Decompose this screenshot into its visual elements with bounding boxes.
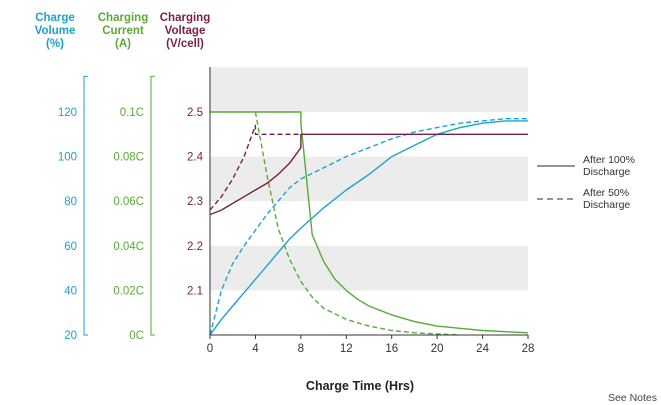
x-tick-label: 16 xyxy=(385,343,398,355)
voltage-tick-label: 2.2 xyxy=(187,241,203,253)
legend-label: Discharge xyxy=(583,199,630,211)
volume-axis-line xyxy=(83,75,88,336)
current-tick-label: 0C xyxy=(129,330,144,342)
current-tick-label: 0.04C xyxy=(113,241,144,253)
grid-band xyxy=(210,156,528,202)
volume-axis-header: Volume xyxy=(35,25,76,37)
x-tick-label: 8 xyxy=(298,343,304,355)
series-voltage-50pct xyxy=(209,124,301,211)
x-axis: 0 4 8 12 16 20 24 28 xyxy=(207,335,535,355)
current-axis-header: Current xyxy=(102,25,144,37)
voltage-tick-label: 2.3 xyxy=(187,196,203,208)
series-layer xyxy=(209,111,529,336)
series-current-50pct xyxy=(254,111,460,336)
grid-band xyxy=(210,67,528,112)
current-axis-header: (A) xyxy=(115,38,131,50)
see-notes-text: See Notes xyxy=(608,392,657,404)
volume-tick-label: 80 xyxy=(64,196,77,208)
series-voltage-100pct xyxy=(209,133,528,216)
volume-tick-label: 40 xyxy=(64,285,77,297)
x-tick-label: 24 xyxy=(476,343,489,355)
x-tick-label: 28 xyxy=(522,343,535,355)
volume-axis-header: (%) xyxy=(46,38,64,50)
volume-tick-label: 100 xyxy=(58,152,77,164)
legend-label: Discharge xyxy=(583,166,630,178)
current-tick-label: 0.1C xyxy=(120,107,144,119)
y-axes: ChargeVolume(%)20406080100120ChargingCur… xyxy=(35,12,211,342)
voltage-tick-label: 2.1 xyxy=(187,285,203,297)
voltage-tick-label: 2.4 xyxy=(187,152,204,164)
x-tick-label: 0 xyxy=(207,343,213,355)
current-tick-label: 0.06C xyxy=(113,196,144,208)
plot-frame xyxy=(209,67,528,336)
volume-tick-label: 120 xyxy=(58,107,77,119)
x-tick-label: 4 xyxy=(252,343,259,355)
volume-tick-label: 60 xyxy=(64,241,77,253)
plot-bands xyxy=(210,67,528,335)
series-volume-100pct xyxy=(209,120,528,336)
current-axis-line xyxy=(150,75,155,336)
legend-label: After 50% xyxy=(583,187,629,199)
voltage-axis-header: Charging xyxy=(160,12,210,24)
current-axis-header: Charging xyxy=(98,12,148,24)
series-volume-50pct xyxy=(209,118,528,336)
grid-band xyxy=(210,245,528,291)
legend-label: After 100% xyxy=(583,154,635,166)
current-tick-label: 0.02C xyxy=(113,285,144,297)
voltage-tick-label: 2.5 xyxy=(187,107,203,119)
volume-axis-header: Charge xyxy=(35,12,75,24)
volume-tick-label: 20 xyxy=(64,330,77,342)
x-tick-label: 20 xyxy=(431,343,444,355)
series-current-100pct xyxy=(210,111,529,334)
x-axis-label: Charge Time (Hrs) xyxy=(306,379,414,393)
current-tick-label: 0.08C xyxy=(113,152,144,164)
voltage-axis-header: Voltage xyxy=(165,25,206,37)
voltage-axis-header: (V/cell) xyxy=(166,38,204,50)
x-tick-label: 12 xyxy=(340,343,353,355)
